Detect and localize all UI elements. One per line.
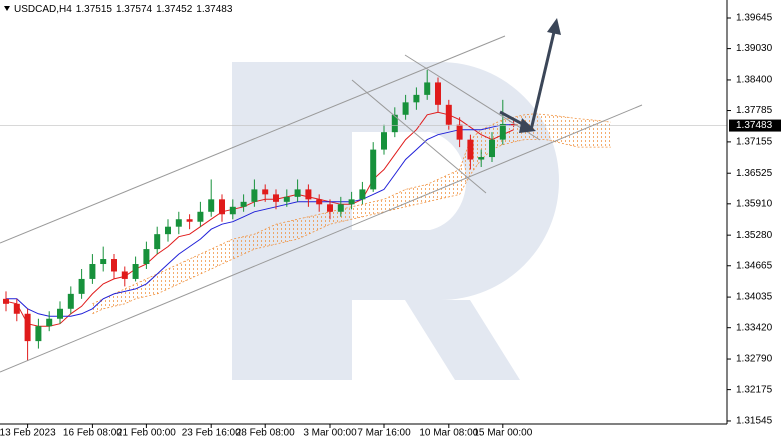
y-tick-label: 1.39645: [736, 13, 773, 24]
x-tick-label: 28 Feb 08:00: [236, 428, 295, 439]
candle-body: [154, 234, 161, 250]
candle-body: [121, 271, 128, 279]
candle-body: [316, 199, 323, 205]
candle-body: [46, 318, 53, 327]
x-tick-label: 15 Mar 00:00: [473, 428, 532, 439]
menu-triangle: [4, 6, 10, 11]
y-tick-label: 1.31545: [736, 416, 773, 427]
x-tick-label: 7 Mar 16:00: [357, 428, 411, 439]
candle-body: [499, 123, 506, 140]
candle-body: [381, 132, 387, 150]
cloud-area: [92, 113, 611, 314]
symbol: USDCAD,H4: [14, 4, 72, 15]
cloud-line: [92, 113, 611, 305]
forecast-arrow: [529, 31, 556, 131]
y-tick-label: 1.37785: [736, 105, 773, 116]
y-tick-label: 1.32790: [736, 354, 773, 365]
candle-body: [348, 199, 355, 205]
x-tick-label: 10 Mar 08:00: [419, 428, 478, 439]
candle-body: [111, 259, 117, 272]
y-tick-label: 1.35910: [736, 198, 773, 209]
candle-body: [359, 189, 366, 200]
candle-body: [510, 123, 517, 126]
y-tick-label: 1.39030: [736, 43, 773, 54]
channel-line: [351, 79, 487, 194]
candle-body: [251, 189, 258, 202]
candle-body: [467, 139, 474, 160]
y-tick-label: 1.37155: [736, 137, 773, 148]
y-tick-label: 1.34665: [736, 260, 773, 271]
y-tick-label: 1.36525: [736, 168, 773, 179]
candle-body: [57, 308, 63, 319]
candle-body: [294, 189, 301, 197]
candle-body: [186, 219, 193, 222]
candle-body: [197, 211, 204, 222]
candle-body: [89, 264, 96, 279]
indicator-line: [6, 124, 514, 317]
candle-body: [143, 249, 150, 265]
candle-body: [24, 313, 31, 342]
candle-body: [402, 102, 409, 115]
y-tick-label: 1.35280: [736, 230, 773, 241]
y-tick-label: 1.33420: [736, 322, 773, 333]
arrow-head: [547, 18, 561, 35]
candle-body: [456, 124, 463, 140]
y-tick-label: 1.38400: [736, 75, 773, 86]
candle-body: [273, 194, 279, 202]
candle-body: [219, 199, 225, 215]
channel-line: [0, 104, 643, 373]
candle-body: [370, 149, 377, 190]
candle-body: [132, 264, 139, 279]
x-tick-label: 13 Feb 2023: [0, 428, 56, 439]
candle-body: [175, 219, 182, 227]
candle-body: [327, 204, 333, 212]
candle-body: [240, 201, 247, 207]
candle-body: [208, 199, 215, 212]
price-label: 1.37483: [736, 120, 773, 131]
header: USDCAD,H4 1.37515 1.37574 1.37452 1.37483: [14, 4, 233, 15]
candle-body: [413, 94, 420, 103]
candle-body: [262, 189, 269, 195]
candle-body: [283, 196, 290, 202]
open-value: 1.37515: [76, 4, 113, 15]
candle-body: [165, 226, 171, 235]
candle-body: [78, 278, 85, 294]
x-tick-label: 21 Feb 00:00: [117, 428, 176, 439]
drawings: [0, 18, 643, 373]
candle-body: [229, 206, 236, 215]
candle-body: [100, 259, 107, 265]
channel-line: [0, 35, 506, 244]
candle-body: [445, 104, 452, 125]
cloud-line: [92, 139, 611, 315]
price-box: [729, 119, 781, 132]
x-tick-label: 23 Feb 16:00: [182, 428, 241, 439]
x-tick-label: 16 Feb 08:00: [63, 428, 122, 439]
candle-body: [3, 298, 9, 304]
candle-body: [424, 82, 431, 95]
high-value: 1.37574: [116, 4, 153, 15]
x-tick-label: 3 Mar 00:00: [303, 428, 357, 439]
candle-body: [478, 157, 485, 160]
close-value: 1.37483: [196, 4, 233, 15]
candle-body: [391, 114, 398, 133]
plot-area: [0, 69, 727, 362]
low-value: 1.37452: [156, 4, 193, 15]
candle-body: [337, 204, 344, 212]
candle-body: [35, 326, 42, 342]
candle-body: [305, 189, 312, 200]
y-tick-label: 1.32175: [736, 384, 773, 395]
candle-body: [489, 139, 495, 158]
candle-body: [435, 82, 441, 105]
candle-body: [13, 303, 20, 314]
indicator-line: [5, 111, 514, 327]
y-tick-label: 1.34035: [736, 292, 773, 303]
channel-line: [404, 54, 541, 141]
candle-body: [67, 293, 74, 309]
